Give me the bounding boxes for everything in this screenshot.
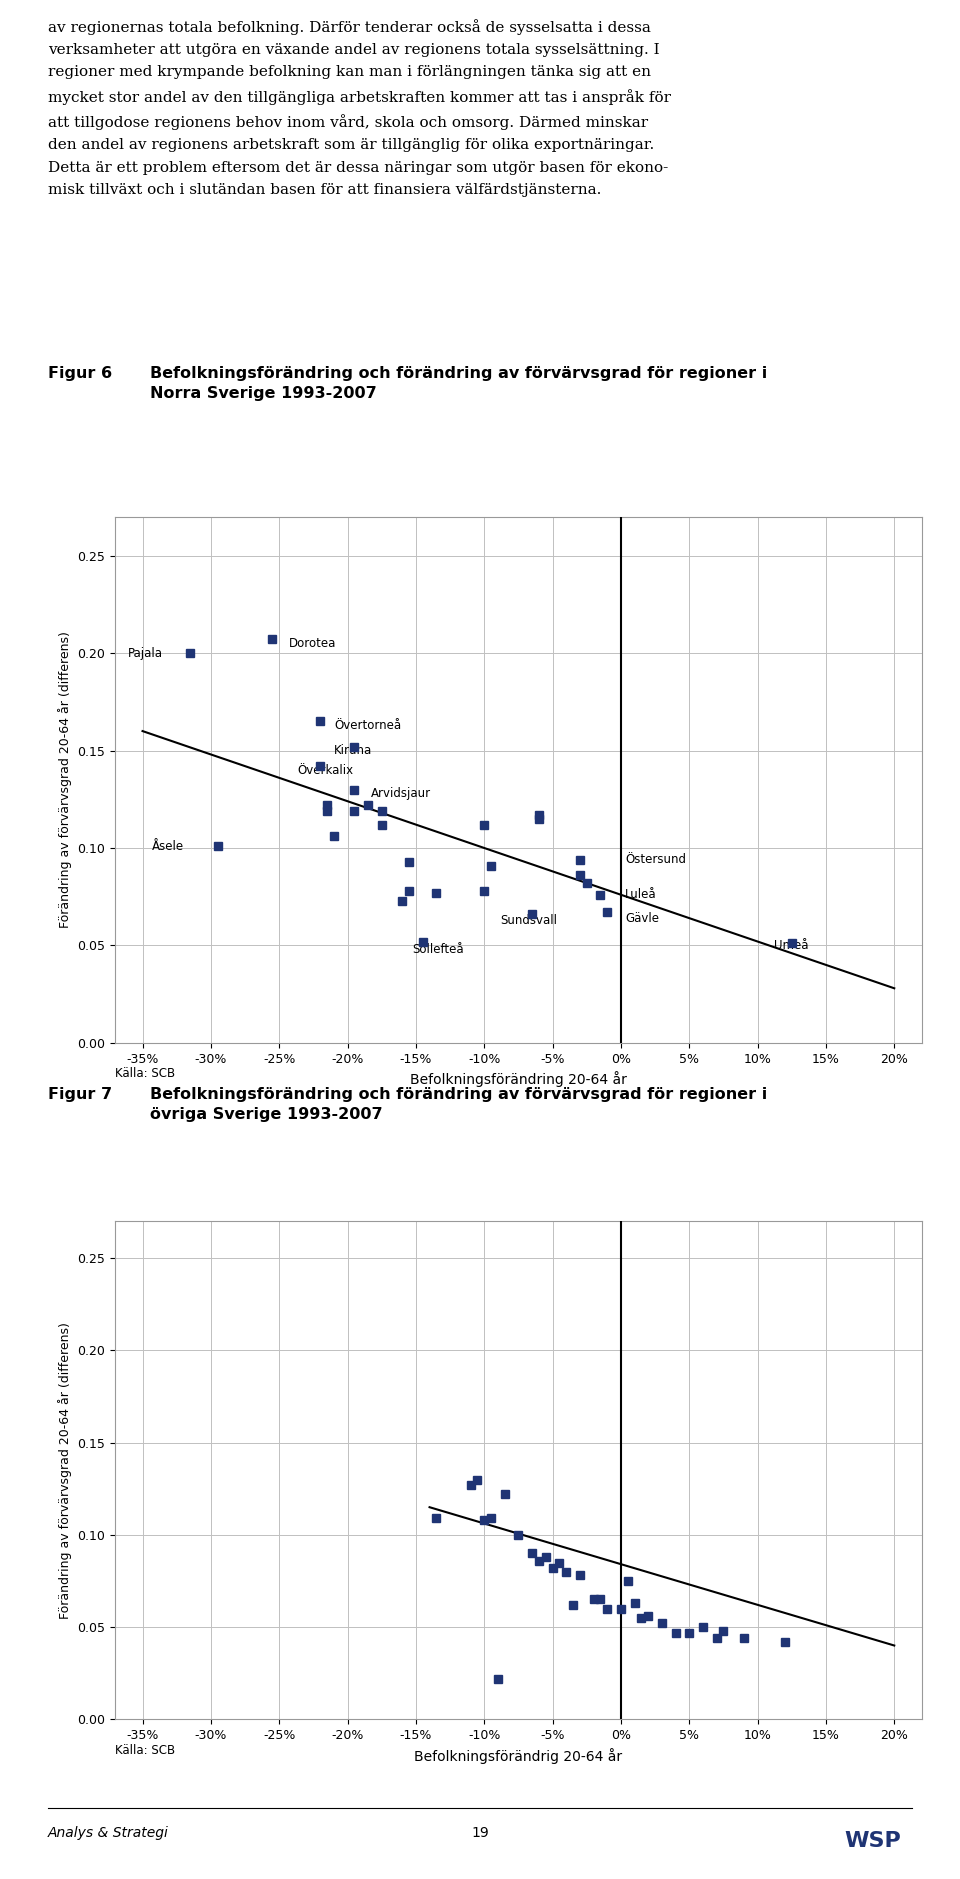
Text: Befolkningsförändring och förändring av förvärvsgrad för regioner i
övriga Sveri: Befolkningsförändring och förändring av … [150,1086,767,1122]
Text: Figur 6: Figur 6 [48,366,112,381]
Y-axis label: Förändring av förvärvsgrad 20-64 år (differens): Förändring av förvärvsgrad 20-64 år (dif… [58,631,72,928]
Text: Arvidsjaur: Arvidsjaur [371,787,431,800]
Text: Kiruna: Kiruna [334,744,372,757]
Y-axis label: Förändring av förvärvsgrad 20-64 år (differens): Förändring av förvärvsgrad 20-64 år (dif… [58,1323,72,1618]
Text: Befolkningsförändring och förändring av förvärvsgrad för regioner i
Norra Sverig: Befolkningsförändring och förändring av … [150,366,767,402]
X-axis label: Befolkningsförändrig 20-64 år: Befolkningsförändrig 20-64 år [415,1747,622,1764]
Text: Umeå: Umeå [774,940,808,953]
Text: Luleå: Luleå [625,889,657,902]
Text: av regionernas totala befolkning. Därför tenderar också de sysselsatta i dessa
v: av regionernas totala befolkning. Därför… [48,19,671,197]
Text: Östersund: Östersund [625,853,686,866]
Text: Gävle: Gävle [625,911,659,924]
Text: Analys & Strategi: Analys & Strategi [48,1826,169,1840]
Text: Pajala: Pajala [128,646,163,660]
Text: Källa: SCB: Källa: SCB [115,1744,176,1757]
Text: Sundsvall: Sundsvall [500,913,558,926]
Text: 19: 19 [471,1826,489,1840]
Text: Åsele: Åsele [152,840,183,853]
Text: Överkalix: Överkalix [297,763,353,776]
Text: WSP: WSP [845,1830,901,1851]
Text: Källa: SCB: Källa: SCB [115,1067,176,1080]
Text: Sollefteå: Sollefteå [412,943,464,956]
Text: Figur 7: Figur 7 [48,1086,112,1101]
Text: Dorotea: Dorotea [289,637,336,650]
X-axis label: Befolkningsförändring 20-64 år: Befolkningsförändring 20-64 år [410,1071,627,1088]
Text: Övertorneå: Övertorneå [334,720,401,731]
